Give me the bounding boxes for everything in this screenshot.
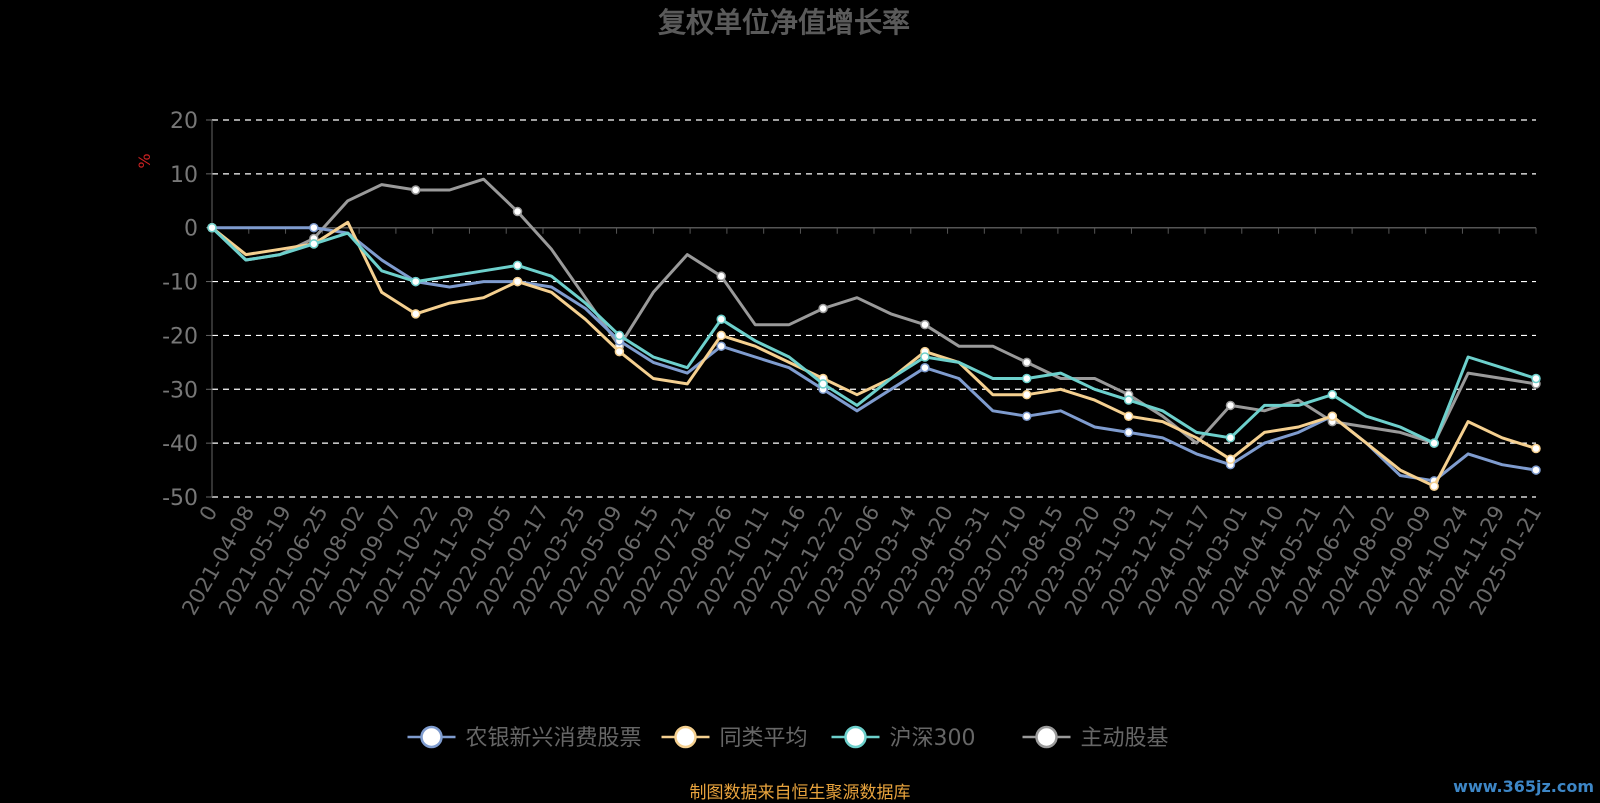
legend-marker bbox=[844, 725, 867, 749]
series-point bbox=[1225, 454, 1236, 465]
y-tick-label: 20 bbox=[170, 109, 198, 134]
series-point bbox=[920, 319, 930, 330]
series-point bbox=[818, 379, 828, 389]
series-line-0 bbox=[212, 226, 1537, 483]
x-tick-label: 0 bbox=[195, 502, 222, 526]
legend-item-1[interactable]: 同类平均 bbox=[661, 725, 808, 751]
legend-marker bbox=[1035, 725, 1058, 749]
series-point bbox=[1022, 389, 1032, 400]
series-point bbox=[410, 309, 421, 319]
gridlines bbox=[212, 119, 1536, 498]
series-point bbox=[614, 330, 625, 341]
watermark: www.365jz.com bbox=[1453, 777, 1594, 796]
y-tick-label: -40 bbox=[162, 432, 198, 457]
series-line-3 bbox=[210, 177, 1537, 445]
series-point bbox=[1531, 465, 1541, 475]
series-point bbox=[1429, 438, 1439, 448]
legend-item-3[interactable]: 主动股基 bbox=[1022, 725, 1169, 751]
series-point bbox=[1531, 373, 1541, 384]
series-point bbox=[207, 222, 217, 233]
legend-label: 主动股基 bbox=[1081, 726, 1169, 751]
chart-title: 复权单位净值增长率 bbox=[658, 6, 910, 39]
series-point bbox=[1327, 411, 1338, 421]
series-point bbox=[614, 346, 625, 357]
y-tick-label: -50 bbox=[162, 486, 198, 511]
series-point bbox=[716, 330, 726, 341]
series-point bbox=[1123, 395, 1134, 405]
series-point bbox=[1022, 357, 1032, 368]
legend[interactable]: 农银新兴消费股票 同类平均 沪深300 主动股基 bbox=[407, 725, 1169, 751]
series-point bbox=[1429, 481, 1439, 491]
y-tick-label: -10 bbox=[162, 271, 198, 296]
y-tick-label: -30 bbox=[162, 378, 198, 403]
series-point bbox=[512, 206, 523, 217]
legend-marker bbox=[420, 725, 443, 749]
series-point bbox=[1123, 411, 1134, 421]
legend-item-0[interactable]: 农银新兴消费股票 bbox=[407, 725, 642, 751]
series-point bbox=[410, 276, 421, 287]
series-point bbox=[1225, 433, 1236, 443]
y-tick-label: 0 bbox=[184, 217, 198, 242]
series-line-1 bbox=[211, 220, 1537, 488]
series-point bbox=[512, 260, 523, 271]
series-point bbox=[1327, 389, 1338, 400]
series-point bbox=[716, 341, 726, 351]
data-source-note: 制图数据来自恒生聚源数据库 bbox=[689, 783, 911, 803]
series-point bbox=[716, 314, 726, 325]
series-point bbox=[1022, 411, 1032, 421]
series-point bbox=[1531, 443, 1541, 454]
legend-label: 农银新兴消费股票 bbox=[466, 726, 642, 751]
series-point bbox=[1022, 373, 1032, 384]
legend-marker bbox=[674, 725, 697, 749]
series-lines bbox=[207, 177, 1541, 491]
legend-label: 沪深300 bbox=[890, 726, 976, 751]
series-point bbox=[818, 303, 828, 314]
y-axis: 20 10 0 -10 -20 -30 -40 -50 bbox=[162, 109, 213, 511]
y-axis-label: % bbox=[135, 153, 154, 168]
series-point bbox=[1225, 400, 1236, 411]
series-point bbox=[920, 352, 930, 362]
series-point bbox=[410, 185, 421, 195]
legend-label: 同类平均 bbox=[720, 726, 808, 751]
legend-item-2[interactable]: 沪深300 bbox=[831, 725, 976, 751]
series-point bbox=[309, 222, 319, 233]
series-point bbox=[716, 271, 726, 281]
series-point bbox=[920, 362, 930, 373]
series-point bbox=[309, 239, 319, 249]
series-point bbox=[1123, 427, 1134, 438]
y-tick-label: -20 bbox=[162, 324, 198, 349]
series-point bbox=[512, 276, 523, 287]
series-line-2 bbox=[210, 226, 1537, 445]
y-tick-label: 10 bbox=[170, 163, 198, 188]
